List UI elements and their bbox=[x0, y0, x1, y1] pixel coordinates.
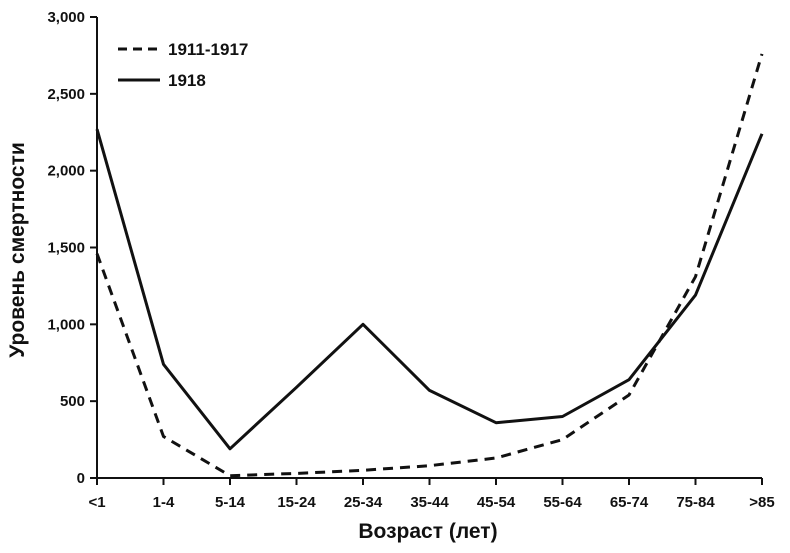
legend-label-1911-1917: 1911-1917 bbox=[168, 40, 248, 59]
x-tick-label: 65-74 bbox=[610, 494, 649, 511]
y-tick-label: 2,500 bbox=[47, 86, 85, 103]
y-tick-label: 0 bbox=[77, 470, 85, 487]
y-tick-label: 1,500 bbox=[47, 240, 85, 257]
x-tick-label: 5-14 bbox=[215, 494, 246, 511]
y-tick-label: 1,000 bbox=[47, 316, 85, 333]
x-tick-label: 75-84 bbox=[676, 494, 715, 511]
y-tick-label: 3,000 bbox=[47, 9, 85, 26]
y-axis-title-group: Уровень смертности bbox=[6, 142, 29, 358]
series-line-1911-1917 bbox=[95, 53, 764, 478]
y-axis-title: Уровень смертности bbox=[6, 142, 29, 358]
x-tick-label: 15-24 bbox=[277, 494, 316, 511]
x-tick-label: 55-64 bbox=[543, 494, 582, 511]
legend: 1911-1917 1918 bbox=[118, 40, 248, 90]
x-tick-label: 25-34 bbox=[344, 494, 383, 511]
x-axis-title: Возраст (лет) bbox=[358, 520, 497, 543]
x-tick-label: <1 bbox=[88, 494, 105, 511]
series-layer bbox=[95, 53, 764, 478]
x-tick-label: >85 bbox=[749, 494, 774, 511]
x-ticks: <1 1-4 5-14 15-24 25-34 35-44 45-54 55-64 65-74 7… bbox=[88, 478, 775, 511]
y-tick-label: 500 bbox=[60, 393, 85, 410]
y-tick-label: 2,000 bbox=[47, 163, 85, 180]
x-tick-label: 1-4 bbox=[153, 494, 175, 511]
series-line-1918 bbox=[95, 128, 764, 451]
legend-label-1918: 1918 bbox=[168, 71, 206, 90]
x-tick-label: 45-54 bbox=[477, 494, 516, 511]
x-tick-label: 35-44 bbox=[410, 494, 449, 511]
y-ticks: 0 500 1,000 1,500 2,000 2,500 3,000 bbox=[47, 9, 97, 487]
